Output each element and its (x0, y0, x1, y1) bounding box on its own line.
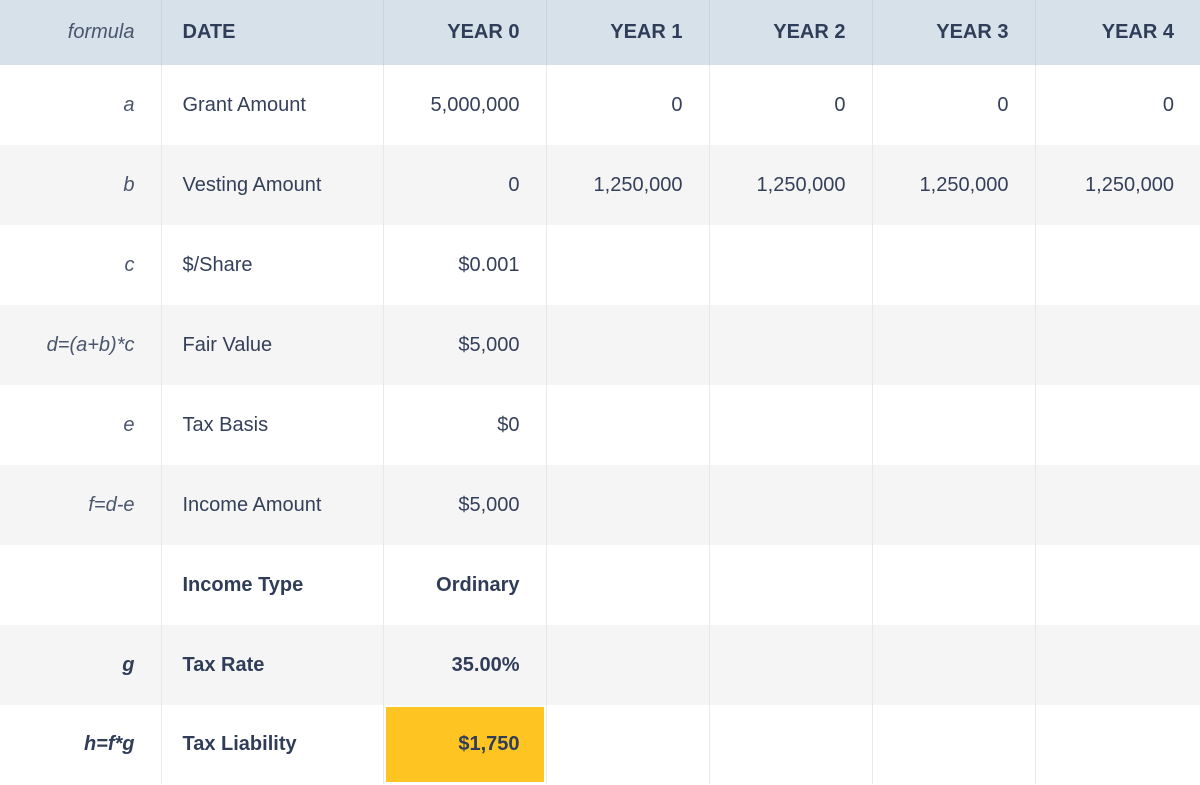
year-2-value (708, 545, 872, 625)
year-1-value (545, 625, 709, 705)
year-4-value (1034, 225, 1200, 305)
year-1-value (545, 465, 709, 545)
formula-cell: d=(a+b)*c (46, 333, 135, 356)
year-1-value (545, 545, 709, 625)
year-0-value: 5,000,000 (382, 65, 546, 145)
row-label: Income Type (160, 545, 383, 625)
formula-cell: b (123, 173, 135, 196)
row-label: Tax Rate (160, 625, 383, 705)
year-2-value (708, 465, 872, 545)
date-column-header: DATE (160, 0, 383, 65)
year-3-value (871, 625, 1035, 705)
year-2-value (708, 705, 872, 784)
header-row: formula DATE YEAR 0 YEAR 1 YEAR 2 YEAR 3… (0, 0, 1200, 65)
year-2-column-header: YEAR 2 (708, 0, 872, 65)
year-4-value: 0 (1034, 65, 1200, 145)
tax-liability-highlight-cell: $1,750 (382, 705, 546, 784)
year-2-value (708, 225, 872, 305)
row-tax-liability: h=f*g Tax Liability $1,750 (0, 705, 1200, 784)
year-1-column-header: YEAR 1 (545, 0, 709, 65)
year-0-value: $0 (382, 385, 546, 465)
year-0-value: 35.00% (382, 625, 546, 705)
row-tax-basis: e Tax Basis $0 (0, 385, 1200, 465)
formula-cell: g (122, 653, 135, 676)
year-1-value: 1,250,000 (545, 145, 709, 225)
year-4-value (1034, 385, 1200, 465)
row-label: Tax Basis (160, 385, 383, 465)
year-2-value (708, 385, 872, 465)
year-1-value (545, 705, 709, 784)
year-4-value (1034, 545, 1200, 625)
year-2-value (708, 305, 872, 385)
row-label: Vesting Amount (160, 145, 383, 225)
year-3-value (871, 225, 1035, 305)
formula-cell: e (123, 413, 135, 436)
row-label: $/Share (160, 225, 383, 305)
year-3-value (871, 385, 1035, 465)
row-fair-value: d=(a+b)*c Fair Value $5,000 (0, 305, 1200, 385)
row-label: Grant Amount (160, 65, 383, 145)
row-price-per-share: c $/Share $0.001 (0, 225, 1200, 305)
year-0-value: $0.001 (382, 225, 546, 305)
year-4-value (1034, 705, 1200, 784)
row-label: Fair Value (160, 305, 383, 385)
row-label: Income Amount (160, 465, 383, 545)
year-3-column-header: YEAR 3 (871, 0, 1035, 65)
year-2-value: 1,250,000 (708, 145, 872, 225)
formula-cell: h=f*g (83, 733, 135, 755)
year-4-value (1034, 465, 1200, 545)
year-0-value: Ordinary (382, 545, 546, 625)
year-1-value (545, 305, 709, 385)
row-grant-amount: a Grant Amount 5,000,000 0 0 0 0 (0, 65, 1200, 145)
year-3-value (871, 465, 1035, 545)
row-income-type: Income Type Ordinary (0, 545, 1200, 625)
formula-cell: f=d-e (88, 493, 135, 516)
row-vesting-amount: b Vesting Amount 0 1,250,000 1,250,000 1… (0, 145, 1200, 225)
formula-cell: c (124, 253, 135, 276)
year-3-value: 1,250,000 (871, 145, 1035, 225)
year-2-value (708, 625, 872, 705)
year-4-value (1034, 305, 1200, 385)
formula-cell (0, 545, 161, 625)
year-3-value: 0 (871, 65, 1035, 145)
year-1-value (545, 385, 709, 465)
row-label: Tax Liability (160, 705, 383, 784)
year-0-column-header: YEAR 0 (382, 0, 546, 65)
year-2-value: 0 (708, 65, 872, 145)
year-0-value: 0 (382, 145, 546, 225)
year-1-value: 0 (545, 65, 709, 145)
year-1-value (545, 225, 709, 305)
row-tax-rate: g Tax Rate 35.00% (0, 625, 1200, 705)
formula-cell: a (123, 93, 135, 116)
year-3-value (871, 545, 1035, 625)
year-3-value (871, 305, 1035, 385)
year-4-value (1034, 625, 1200, 705)
formula-column-header: formula (67, 21, 135, 43)
year-4-column-header: YEAR 4 (1034, 0, 1200, 65)
row-income-amount: f=d-e Income Amount $5,000 (0, 465, 1200, 545)
year-3-value (871, 705, 1035, 784)
year-0-value: $5,000 (382, 305, 546, 385)
year-4-value: 1,250,000 (1034, 145, 1200, 225)
year-0-value: $5,000 (382, 465, 546, 545)
